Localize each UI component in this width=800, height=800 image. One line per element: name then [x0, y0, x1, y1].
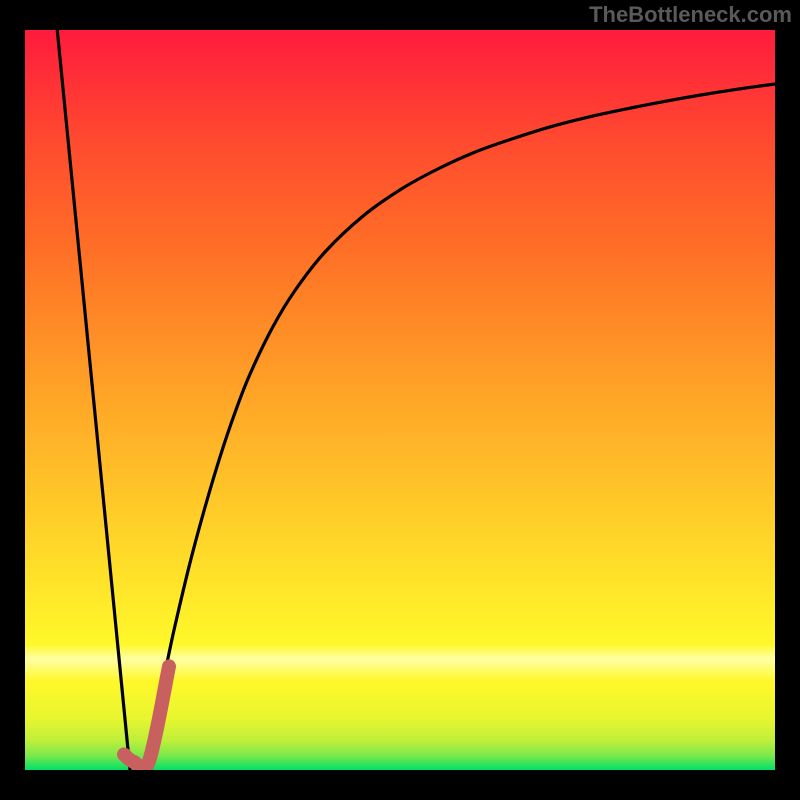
- right-curve: [145, 84, 775, 770]
- watermark-text: TheBottleneck.com: [589, 2, 792, 28]
- j-mark: [124, 666, 169, 769]
- chart-container: TheBottleneck.com: [0, 0, 800, 800]
- plot-area: [25, 30, 775, 770]
- curves-svg: [25, 30, 775, 770]
- left-line: [57, 30, 130, 770]
